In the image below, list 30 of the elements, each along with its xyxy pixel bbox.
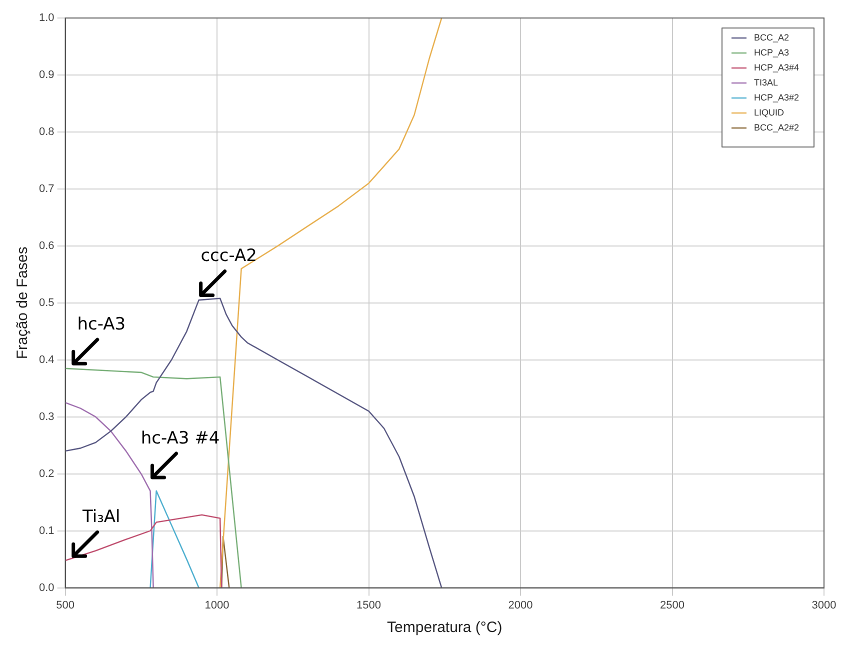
y-tick-label: 0.7 — [38, 182, 54, 195]
annotation: ccc-A2 — [200, 246, 257, 266]
annotation: hc-A3 — [77, 314, 126, 334]
legend-label: LIQUID — [754, 107, 785, 118]
legend-label: BCC_A2#2 — [754, 122, 800, 132]
y-tick-label: 0.5 — [38, 296, 54, 309]
y-axis-title: Fração de Fases — [14, 246, 32, 360]
y-tick-label: 0.4 — [38, 354, 54, 366]
x-tick-label: 2000 — [508, 599, 533, 612]
x-tick-label: 3000 — [812, 599, 836, 612]
x-tick-label: 1500 — [356, 599, 382, 612]
annotation: hc-A3 #4 — [140, 428, 220, 448]
x-tick-label: 1000 — [204, 599, 230, 612]
y-tick-label: 0.6 — [38, 240, 54, 252]
y-tick-label: 0.3 — [38, 410, 54, 423]
legend-label: HCP_A3#4 — [754, 62, 800, 72]
x-axis-title: Temperatura (°C) — [387, 619, 502, 636]
legend-label: BCC_A2 — [754, 32, 790, 42]
y-tick-label: 0.1 — [38, 524, 54, 537]
y-tick-label: 0.9 — [38, 69, 54, 82]
legend-label: HCP_A3#2 — [754, 92, 800, 102]
y-tick-label: 0.0 — [38, 582, 54, 594]
y-tick-label: 0.8 — [38, 126, 54, 138]
legend-label: TI3AL — [754, 77, 778, 88]
y-tick-label: 1.0 — [38, 12, 54, 24]
y-tick-label: 0.2 — [38, 468, 54, 480]
x-tick-label: 2500 — [660, 599, 684, 612]
x-tick-label: 500 — [56, 599, 74, 612]
legend-label: HCP_A3 — [754, 47, 790, 58]
annotation: Ti₃Al — [81, 507, 120, 528]
